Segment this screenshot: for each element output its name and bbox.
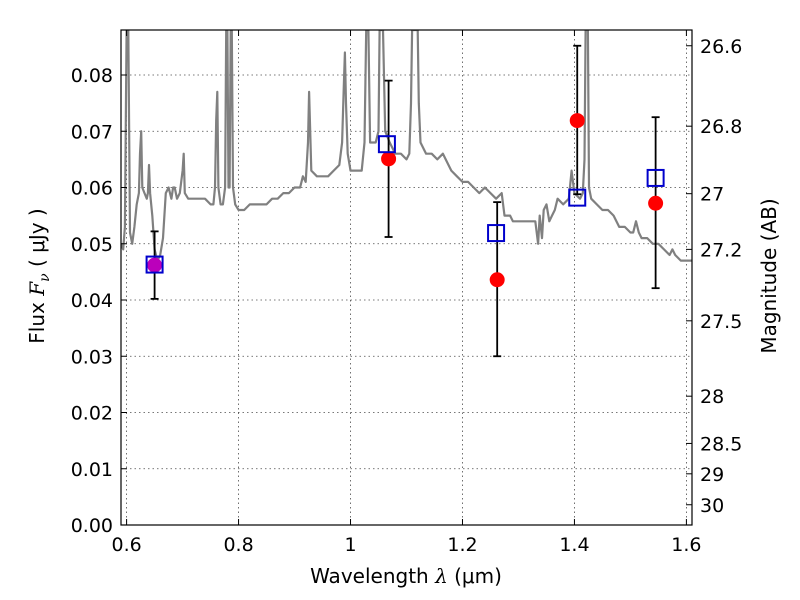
spectrum-line [121,30,692,262]
observed-point [381,151,397,167]
y-tick-label: 0.01 [71,459,113,481]
y2-tick-label: 28.5 [700,433,742,455]
observed-point [489,272,505,288]
y2-tick-label: 29 [700,464,724,486]
y-tick-label: 0.00 [71,515,113,537]
y2-tick-label: 27.5 [700,311,742,333]
y2-tick-label: 27 [700,184,724,206]
x-tick-label: 1.6 [671,534,701,556]
y2-axis-title: Magnitude (AB) [757,198,781,353]
observed-points [147,113,664,288]
y-axis-title: Flux Fν ( μJy ) [25,208,53,343]
model-point [145,255,164,274]
plot-frame [120,29,693,526]
y2-tick-label: 28 [700,386,724,408]
y-tick-label: 0.03 [71,346,113,368]
y2-tick-label: 26.8 [700,116,742,138]
y2-tick-label: 26.6 [700,36,742,58]
observed-point [147,257,163,273]
y-tick-label: 0.08 [71,65,113,87]
x-tick-label: 0.8 [223,534,253,556]
observed-point [569,113,585,129]
x-axis-title: Wavelength λ (μm) [310,564,502,588]
spectrum-layer [121,30,692,262]
ticks: 0.6 0.8 1 1.2 1.4 1.6 0.00 0.01 0.02 0.03 0.04 0.05… [71,30,742,556]
y-tick-label: 0.04 [71,290,113,312]
x-tick-label: 1 [344,534,356,556]
y2-tick-label: 30 [700,495,724,517]
x-tick-label: 1.4 [559,534,589,556]
y-tick-label: 0.02 [71,403,113,425]
model-point [487,224,506,243]
y-tick-label: 0.07 [71,121,113,143]
model-point [568,188,587,207]
observed-point [648,195,664,211]
y-tick-label: 0.05 [71,234,113,256]
model-point [646,168,665,187]
x-tick-label: 1.2 [447,534,477,556]
grid [121,30,692,526]
y-tick-label: 0.06 [71,178,113,200]
model-points [145,135,665,274]
x-tick-label: 0.6 [111,534,141,556]
model-point [377,135,396,154]
y2-tick-label: 27.2 [700,239,742,261]
